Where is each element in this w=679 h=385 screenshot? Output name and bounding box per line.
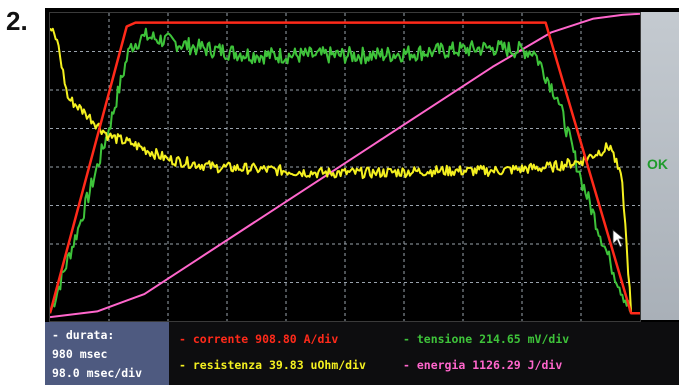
resistenza-readout: - resistenza 39.83 uOhm/div: [179, 358, 366, 372]
series-line-resistenza: [50, 27, 633, 314]
duration-box: - durata: 980 msec 98.0 msec/div: [45, 322, 169, 385]
series-line-corrente: [50, 21, 640, 315]
series-line-energia: [50, 13, 640, 319]
mouse-pointer-icon: [612, 229, 626, 248]
tensione-readout: - tensione 214.65 mV/div: [403, 332, 570, 346]
durata-label: - durata:: [52, 328, 115, 342]
ok-status-label: OK: [647, 156, 668, 172]
figure-label: 2.: [6, 6, 28, 36]
waveform-plot: [50, 13, 640, 321]
durata-scale: 98.0 msec/div: [52, 366, 143, 380]
series-line-tensione: [50, 27, 633, 314]
side-panel: OK: [641, 12, 679, 320]
readout-bar: - durata: 980 msec 98.0 msec/div - corre…: [45, 322, 679, 385]
energia-readout: - energia 1126.29 J/div: [403, 358, 563, 372]
oscilloscope-screen: OK - durata: 980 msec 98.0 msec/div - co…: [45, 8, 679, 385]
durata-value: 980 msec: [52, 347, 108, 361]
waveform-area: [49, 12, 641, 322]
corrente-readout: - corrente 908.80 A/div: [179, 332, 339, 346]
